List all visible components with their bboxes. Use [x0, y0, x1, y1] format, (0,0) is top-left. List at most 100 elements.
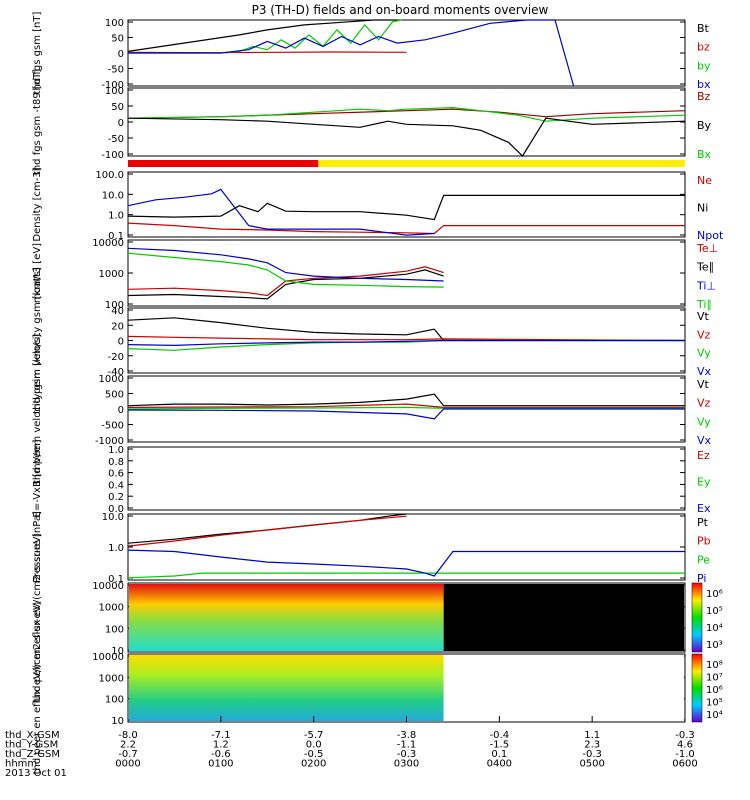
- legend-label: Ez: [697, 449, 710, 462]
- y-tick-label: 1000: [99, 269, 124, 280]
- colorbar-label: 10⁵: [706, 698, 723, 709]
- mode-bar: [128, 160, 685, 167]
- y-tick-label: -50: [108, 134, 124, 145]
- ephemeris-label: thd_Z-GSM: [5, 749, 60, 760]
- y-tick-label: 100: [105, 18, 124, 29]
- ephemeris-value: -0.3: [675, 730, 695, 741]
- legend-label: Ni: [697, 202, 708, 215]
- legend-label: by: [697, 59, 711, 72]
- y-axis-label: thd peer en eflux eV/(cm2-s-sr-eV): [32, 602, 43, 775]
- legend-label: Vz: [697, 328, 711, 341]
- series-Bx: [127, 106, 686, 122]
- y-tick-label: -50: [108, 65, 124, 76]
- y-tick-label: 1.0: [108, 211, 124, 222]
- panel-8: Pressure [nPa] 10.0 1.0 0.1 Pt Pb Pe Pi: [32, 511, 711, 585]
- ephemeris-label: thd_X-GSM: [5, 730, 60, 741]
- ephemeris-value: -1.0: [675, 749, 695, 760]
- y-tick-label: 10.0: [102, 190, 124, 201]
- legend-label: Pb: [697, 535, 711, 548]
- ephemeris-value: 0.0: [306, 740, 322, 751]
- legend-label: Vy: [697, 415, 711, 428]
- series-Pe: [127, 572, 685, 579]
- colorbar-label: 10⁴: [706, 623, 723, 634]
- legend-label: By: [697, 119, 712, 132]
- y-tick-label: 0.6: [108, 469, 124, 480]
- y-tick-label: 100.0: [95, 170, 124, 181]
- colorbar-label: 10⁶: [706, 685, 723, 696]
- ephemeris-label: hhmm: [5, 759, 37, 770]
- legend-label: Pt: [697, 516, 709, 529]
- y-tick-label: 100: [105, 624, 124, 635]
- colorbar-label: 10³: [706, 640, 723, 651]
- legend-label: Npot: [697, 229, 724, 242]
- y-tick-label: 0: [118, 337, 124, 348]
- series-Vx: [127, 408, 685, 420]
- y-tick-label: 1.0: [108, 445, 124, 456]
- ephemeris-value: -1.1: [397, 740, 417, 751]
- series-By: [127, 117, 686, 157]
- y-tick-label: -1000: [95, 436, 124, 447]
- y-tick-label: 0: [118, 405, 124, 416]
- series-bx: [128, 19, 575, 87]
- ephemeris-value: 0100: [208, 759, 233, 770]
- ephemeris-value: -0.6: [211, 749, 231, 760]
- legend-label: Ti∥: [696, 298, 712, 311]
- y-tick-label: 50: [111, 34, 124, 45]
- panel-4: moatt3 [eV] 10000 1000 100 Te⊥ Te∥ Ti⊥ Ti∥: [32, 238, 718, 311]
- ephemeris-value: -0.5: [304, 749, 324, 760]
- series-Pi: [127, 549, 685, 577]
- colorbar-label: 10⁴: [706, 710, 723, 721]
- ephemeris-value: 1.2: [213, 740, 229, 751]
- ephemeris-value: -3.8: [397, 730, 417, 741]
- y-tick-label: 40: [111, 306, 124, 317]
- y-tick-label: 0: [118, 118, 124, 129]
- panel-7: E=-VxB [mV/m] 1.00.80.60.40.20.0 Ez Ey Ex: [32, 439, 711, 517]
- legend-label: Vz: [697, 397, 711, 410]
- panel-9: thd peir en eflux eV/(cm2-s-sr-eV) 100001…: [32, 533, 723, 702]
- legend-label: Ne: [697, 174, 712, 187]
- series-Te∥: [127, 269, 444, 300]
- legend-label: bx: [697, 78, 711, 91]
- ephemeris-value: -0.3: [582, 749, 602, 760]
- y-tick-label: 0: [118, 49, 124, 60]
- y-tick-label: 100: [105, 695, 124, 706]
- ephemeris-value: 0300: [394, 759, 419, 770]
- date-label: 2013 Oct 01: [5, 768, 67, 779]
- y-tick-label: 0.4: [108, 480, 124, 491]
- series-Vx: [127, 339, 685, 347]
- ephemeris-value: -0.3: [397, 749, 417, 760]
- legend-label: Vy: [697, 347, 711, 360]
- y-axis-label: thd peem velocity gsm [km/s]: [32, 334, 43, 484]
- legend-label: bz: [697, 41, 710, 54]
- series-Vy: [127, 339, 685, 351]
- y-tick-label: 1.0: [108, 543, 124, 554]
- ephemeris-value: 0000: [115, 759, 140, 770]
- series-Vt: [127, 393, 685, 407]
- series-Pt: [127, 513, 407, 544]
- series-Vy: [127, 406, 685, 410]
- legend-label: Vx: [697, 365, 712, 378]
- ephemeris-value: 0400: [487, 759, 512, 770]
- y-tick-label: 10: [111, 716, 124, 727]
- legend-label: Vx: [697, 434, 712, 447]
- legend-label: Vt: [697, 378, 710, 391]
- series-Ti⊥: [127, 247, 444, 282]
- y-tick-label: 100: [105, 300, 124, 311]
- y-tick-label: -40: [108, 367, 124, 378]
- ephemeris-value: -0.7: [118, 749, 138, 760]
- y-tick-label: 1000: [99, 603, 124, 614]
- y-tick-label: 10.0: [102, 512, 124, 523]
- legend-label: Pi: [697, 572, 706, 585]
- panel-1: thd fgs gsm [nT] 100 50 0 -50 -100 Bt bz by bx: [32, 12, 711, 95]
- y-tick-label: 0.2: [108, 492, 124, 503]
- series-Pb: [127, 515, 407, 547]
- y-axis-label: moatt3 [eV]: [32, 243, 43, 303]
- y-axis-label: thd fgs gsm -t89 [nT]: [32, 69, 43, 175]
- legend-label: Ey: [697, 476, 711, 489]
- y-tick-label: 0.8: [108, 457, 124, 468]
- colorbar-label: 10⁵: [706, 606, 723, 617]
- y-tick-label: 0.0: [108, 504, 124, 515]
- y-tick-label: 1000: [99, 374, 124, 385]
- colorbar-label: 10⁶: [706, 589, 723, 600]
- ephemeris-value: -0.4: [490, 730, 510, 741]
